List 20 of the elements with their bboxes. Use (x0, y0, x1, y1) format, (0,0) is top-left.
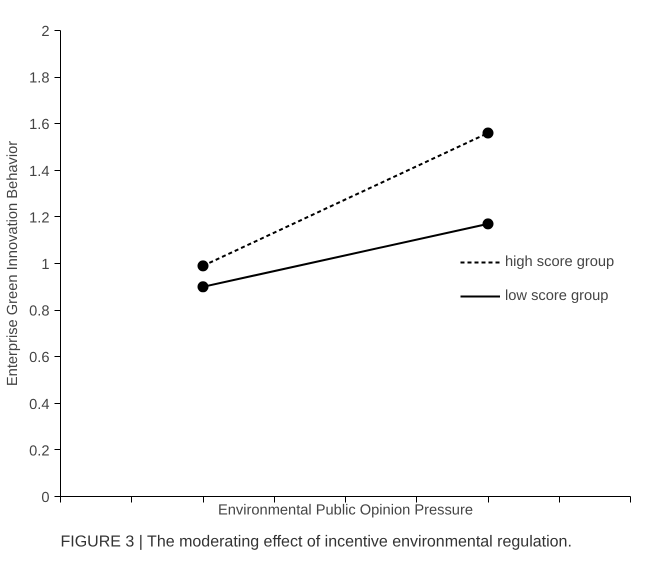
caption: FIGURE 3 | The moderating effect of incentive environmental regulation. (60, 534, 572, 550)
point (482, 218, 494, 230)
y-tick-label: 0 (41, 490, 50, 506)
y-tick-label: 1.4 (29, 164, 50, 180)
x-axis-title: Environmental Public Opinion Pressure (218, 502, 473, 518)
point (198, 281, 208, 292)
y-tick-label: 2 (41, 24, 50, 40)
point (198, 260, 208, 272)
legend-label: high score group (505, 254, 614, 270)
y-tick-label: 0.2 (29, 443, 50, 460)
y-tick-label: 1.2 (29, 210, 50, 226)
y-tick-label: 0.4 (29, 396, 50, 413)
y-tick-label: 1.8 (29, 70, 50, 87)
y-tick-label: 0.6 (29, 350, 50, 366)
point (482, 128, 494, 139)
y-tick-label: 1.6 (29, 117, 50, 134)
legend-label: low score group (505, 288, 608, 304)
y-tick-label: 0.8 (29, 304, 50, 320)
y-axis-title: Enterprise Green Innovation Behavior (5, 140, 22, 386)
y-tick-label: 1 (41, 257, 50, 273)
